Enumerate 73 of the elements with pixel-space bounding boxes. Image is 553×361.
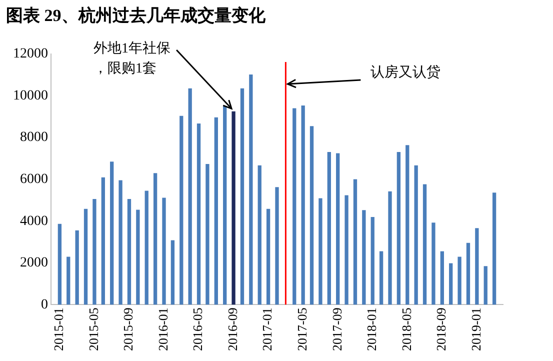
x-tick-label: 2016-09 [224, 308, 240, 352]
bar [92, 199, 96, 305]
bar [66, 256, 70, 305]
y-tick-label: 12000 [13, 46, 48, 62]
bar [432, 222, 436, 305]
bar [232, 111, 236, 305]
y-tick-label: 0 [41, 297, 48, 312]
bar [240, 88, 244, 305]
bar [249, 74, 253, 305]
bar [370, 217, 374, 305]
x-tick-label: 2016-01 [155, 308, 170, 352]
bar [188, 88, 192, 305]
bar [344, 195, 348, 305]
bar [466, 242, 470, 305]
x-tick-label: 2018-01 [364, 308, 380, 352]
x-tick-label: 2018-05 [398, 308, 414, 352]
bar [458, 256, 462, 305]
x-tick-label: 2017-01 [260, 308, 275, 352]
x-tick-label: 2016-05 [190, 308, 206, 352]
bar [318, 198, 322, 305]
bar [101, 177, 105, 305]
x-tick-label: 2015-09 [120, 308, 136, 352]
bar [414, 165, 418, 305]
bar [440, 251, 444, 305]
bar [275, 187, 279, 305]
bar [475, 228, 479, 305]
x-tick-label: 2015-01 [51, 308, 66, 352]
bar [136, 210, 140, 305]
bar [127, 199, 132, 305]
bar [196, 123, 201, 305]
bar [258, 165, 262, 305]
bar [75, 230, 79, 305]
bar [406, 145, 410, 305]
bar [170, 240, 175, 305]
bar [422, 184, 427, 305]
bar [484, 266, 488, 305]
bar [336, 153, 340, 305]
bar [327, 152, 331, 305]
bar [353, 179, 358, 305]
bar [301, 105, 305, 305]
bar [396, 152, 401, 305]
bar [144, 190, 148, 305]
bar [266, 208, 270, 305]
annotation: 外地1年社保，限购1套 [94, 40, 171, 77]
y-tick-label: 4000 [20, 214, 48, 229]
bar [379, 251, 384, 305]
bar [58, 224, 62, 305]
bar [162, 198, 166, 305]
bar [388, 191, 392, 305]
x-tick-label: 2018-09 [434, 308, 449, 352]
bar [449, 263, 453, 305]
y-tick-label: 10000 [13, 88, 48, 104]
bar [206, 164, 210, 305]
bar [214, 117, 218, 305]
x-tick-label: 2017-09 [329, 308, 344, 352]
bar [492, 192, 496, 305]
bar [110, 162, 114, 305]
bar [223, 106, 227, 305]
bar [362, 210, 366, 305]
x-tick-label: 2017-05 [294, 308, 310, 352]
bar [118, 180, 122, 305]
y-tick-label: 2000 [20, 256, 48, 271]
x-tick-label: 2015-05 [86, 308, 101, 352]
bar [180, 116, 184, 305]
y-tick-label: 6000 [20, 172, 48, 188]
bar [310, 126, 314, 305]
bar [153, 173, 158, 305]
bar [84, 208, 88, 305]
y-tick-label: 8000 [20, 130, 48, 146]
chart-title: 图表 29、杭州过去几年成交量变化 [6, 5, 266, 27]
bar [292, 108, 296, 305]
ref-line-label: 认房又认贷 [370, 64, 441, 81]
x-tick-label: 2019-01 [468, 308, 484, 352]
